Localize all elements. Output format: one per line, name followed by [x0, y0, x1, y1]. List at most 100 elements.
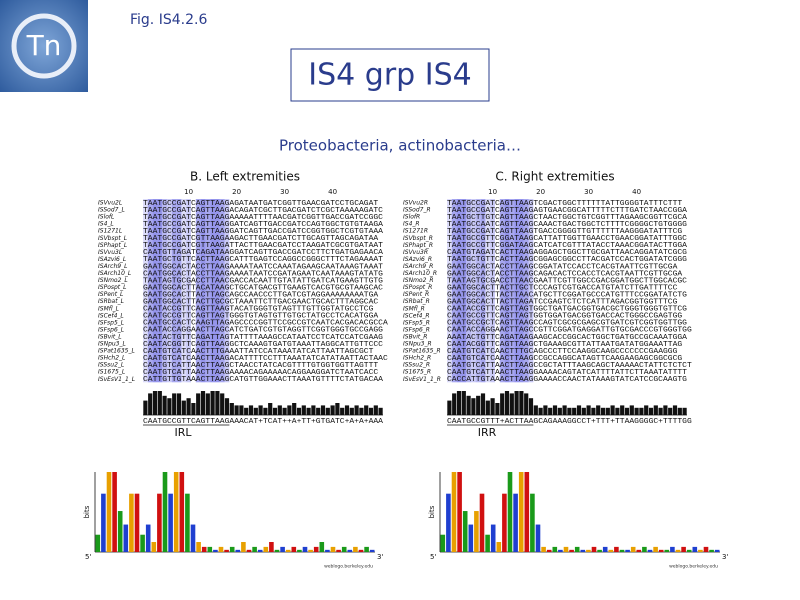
sequence: GAATGGCACTACCTTAAGAAAATAATCCAAATAGAAGCAA…	[143, 263, 383, 271]
ruler-label: 20	[536, 188, 545, 196]
consensus: CAATGCCGTTCAGTTAAGAAACAT+TCAT++A+TT+GTGA…	[143, 418, 384, 426]
sequence: CAATACTGTTCAGATTAGTATTTTAAAGCCATAATCCTCA…	[143, 334, 383, 342]
column-highlight	[499, 199, 505, 383]
logo-stack	[269, 542, 274, 552]
ruler-label: 20	[232, 188, 241, 196]
logo-stack	[224, 549, 229, 552]
conservation-bar	[567, 407, 572, 415]
conservation-bar	[548, 407, 553, 415]
conservation-bar	[620, 405, 625, 415]
logo-stack	[325, 549, 330, 552]
column-highlight	[485, 199, 491, 383]
sequence-name: ISPent_L	[98, 291, 123, 298]
logo-stack	[518, 472, 524, 552]
sequence-name: ISVvu2L	[98, 200, 122, 207]
sequence: TAATGCCGATCAGTTAAGAGATAATGATCGGTTGAACGAT…	[143, 200, 378, 208]
sequence-name: ISHch2_R	[403, 355, 431, 362]
conservation-bar	[229, 403, 234, 415]
conservation-bar	[466, 395, 471, 415]
logo-stack	[134, 493, 140, 552]
conservation-bar	[519, 391, 524, 415]
conservation-bar	[143, 400, 148, 415]
logo-stack	[574, 546, 580, 552]
sequence: TAATGCCAATCAGTTAAGCAAACTGACTGGCTCTTTTCGG…	[447, 221, 687, 229]
column-highlight	[523, 199, 529, 383]
title-box	[290, 48, 490, 102]
column-highlight	[152, 199, 158, 383]
logo-stack	[546, 549, 552, 552]
conservation-bar	[562, 405, 567, 415]
conservation-bar	[538, 407, 543, 415]
logo-stack	[168, 493, 173, 552]
sequence-name: ISSod7_R	[403, 207, 431, 214]
column-highlight	[490, 199, 495, 383]
conservation-bar	[200, 391, 206, 415]
conservation-bar	[509, 393, 514, 415]
column-highlight	[447, 199, 452, 383]
sequence-name: ISRbat_L	[98, 298, 124, 305]
conservation-bar	[277, 405, 282, 415]
conservation-bar	[335, 403, 340, 415]
sequence-name: ISVvu3R	[403, 249, 428, 256]
sequence: GAATGGCACTTACTTAGATCCGAGTCTCTCATTTAGACGG…	[447, 299, 677, 307]
sequence-name: ISMfl_L	[98, 305, 119, 312]
sequence-name: ISNpu3_L	[98, 341, 126, 348]
conservation-bar	[485, 400, 490, 415]
sequence: CAATGTCATCAACTTAAGACATTTTCCTTTAAATATCATA…	[143, 355, 388, 363]
conservation-bar	[524, 393, 529, 415]
logo-stack	[218, 546, 224, 552]
logo-stack	[462, 511, 468, 552]
logo-stack	[151, 542, 157, 552]
column-highlight	[461, 199, 467, 383]
sequence: CAATGTCATTAACTTAAGAAAACAGAAAAACAGGAAGGAT…	[143, 369, 378, 377]
logo-stack	[496, 542, 502, 552]
sequence-name: ISNmo2_L	[98, 277, 128, 284]
sequence-name: IS1271L	[98, 228, 122, 235]
logo-stack	[670, 546, 675, 552]
sequence-name: ISPat1635_R	[403, 348, 441, 355]
ir-label: IRR	[478, 426, 497, 439]
conservation-bar	[456, 391, 462, 415]
column-highlight	[224, 199, 230, 383]
logo-stack	[280, 546, 285, 552]
sequence-name: IS1675_R	[403, 369, 431, 376]
sequence-name: ISPospt_R	[403, 284, 432, 291]
title: IS4 grp IS4	[308, 58, 471, 93]
sequence-name: ISvEsV1_1_L	[98, 376, 135, 383]
logo-stack	[185, 493, 190, 552]
conservation-bar	[591, 407, 596, 415]
sequence-name: ISCef4_L	[98, 312, 124, 319]
conservation-bar	[648, 407, 654, 415]
logo-stack	[558, 549, 563, 552]
sequence-name: ISVbspt_L	[98, 235, 127, 242]
logo-credit: weblogo.berkeley.edu	[324, 564, 373, 570]
sequence: CAATACGGTTCAGTTAAGCTGAAAGCGTTATTAATGATAT…	[447, 341, 682, 349]
sequence: GAATGGCACTTACTTGCGCTAAATTCTTGACGAACTGCAC…	[143, 299, 378, 307]
logo-stack	[608, 549, 614, 552]
conservation-bar	[349, 407, 354, 415]
conservation-bar	[682, 407, 687, 415]
logo-stack	[664, 549, 670, 552]
sequence: AAATACTGTTCAGATAAGAAGCACCGGCACTGGCTGATGC…	[447, 334, 688, 342]
sequence: GAATGGCACTTACATAAGCTGCATGACGTTGAAGTCACGT…	[143, 284, 383, 292]
sequence: TAATGCCGATCAGTTAAGAAAAATTTTAACGATCGGTTGA…	[143, 214, 383, 222]
logo-stack	[257, 549, 263, 552]
logo-stack	[602, 546, 608, 552]
sequence: GAATGGCACTTACTTAACATGCTTCGGATGCCCATGTTTC…	[447, 291, 687, 299]
logo-three-prime: 3'	[377, 553, 383, 561]
conservation-bar	[364, 405, 369, 415]
sequence-name: ISPhapt_R	[403, 242, 433, 249]
column-highlight	[466, 199, 471, 383]
ruler-label: 30	[280, 188, 289, 196]
sequence: TAATGCCGATCAGTTAAGAGTGAACGGCATTTTTCTTTGA…	[447, 207, 688, 215]
sequence-name: ISHch2_L	[98, 355, 125, 362]
column-highlight	[171, 199, 177, 383]
logo-stack	[636, 549, 642, 552]
logo-stack	[101, 493, 106, 552]
column-highlight	[186, 199, 191, 383]
logo-stack	[285, 549, 291, 552]
logo-stack	[597, 549, 602, 552]
sequence: CAATGCCGTTCAGTTAGTGGGTGTAGTGTTGTGCTATGCC…	[143, 313, 379, 321]
sequence: GAATGGCACTACCTTAAGCGGATATCCACCTCACGTAATT…	[447, 263, 678, 271]
column-highlight	[167, 199, 172, 383]
